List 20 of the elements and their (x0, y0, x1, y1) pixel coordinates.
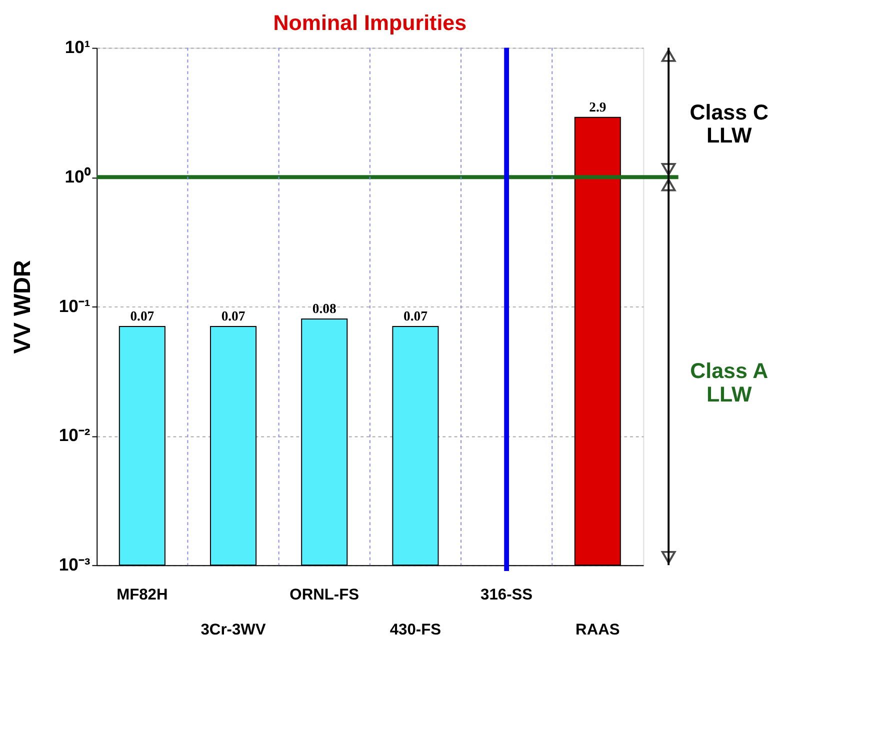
data-label: 0.07 (130, 308, 154, 324)
y-tick-label: 10⁻¹ (58, 296, 90, 316)
y-tick-label: 10⁰ (64, 166, 92, 186)
y-axis-title: VV WDR (8, 260, 35, 354)
chart-title: Nominal Impurities (273, 11, 467, 36)
x-tick-label: 316-SS (480, 586, 533, 604)
data-label: 0.07 (404, 308, 428, 324)
y-tick-label: 10⁻³ (58, 554, 90, 574)
y-tick-label: 10¹ (64, 37, 90, 58)
text: Class A LLW (690, 358, 768, 406)
x-tick-label: RAAS (576, 621, 620, 638)
x-tick-label: 430-FS (390, 621, 442, 638)
data-label: 0.07 (221, 308, 246, 324)
x-tick-label: 3Cr-3WV (200, 621, 266, 638)
y-tick-label: 10⁻² (58, 425, 90, 446)
data-label: 2.9 (589, 99, 606, 114)
data-label: 0.08 (312, 301, 336, 316)
x-tick-label: MF82H (116, 586, 168, 604)
x-tick-label: ORNL-FS (290, 586, 360, 604)
text: Class C LLW (690, 100, 768, 148)
